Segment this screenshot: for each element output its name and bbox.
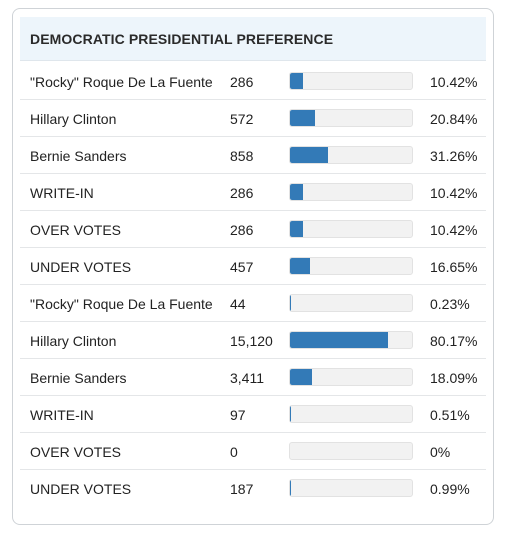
percent-bar	[289, 405, 413, 423]
percent-bar-fill	[290, 480, 292, 496]
percent-bar-fill	[290, 110, 316, 126]
vote-count: 457	[230, 259, 254, 275]
vote-count: 0	[230, 444, 238, 460]
result-row: Hillary Clinton 15,120 80.17%	[20, 322, 486, 359]
result-row: OVER VOTES 0 0%	[20, 433, 486, 470]
vote-count: 286	[230, 185, 254, 201]
vote-percent: 10.42%	[430, 222, 478, 238]
percent-bar-fill	[290, 221, 303, 237]
percent-bar	[289, 331, 413, 349]
vote-percent: 16.65%	[430, 259, 478, 275]
percent-bar	[289, 479, 413, 497]
candidate-name: "Rocky" Roque De La Fuente	[30, 296, 213, 312]
result-row: UNDER VOTES 187 0.99%	[20, 470, 486, 507]
candidate-name: WRITE-IN	[30, 407, 94, 423]
vote-percent: 0.99%	[430, 481, 470, 497]
result-row: WRITE-IN 97 0.51%	[20, 396, 486, 433]
vote-percent: 18.09%	[430, 370, 478, 386]
candidate-name: WRITE-IN	[30, 185, 94, 201]
results-list: "Rocky" Roque De La Fuente 286 10.42% Hi…	[20, 63, 486, 507]
candidate-name: UNDER VOTES	[30, 481, 132, 497]
vote-count: 3,411	[230, 370, 264, 386]
percent-bar	[289, 294, 413, 312]
percent-bar	[289, 368, 413, 386]
percent-bar-fill	[290, 73, 303, 89]
candidate-name: Bernie Sanders	[30, 148, 127, 164]
percent-bar-fill	[290, 184, 303, 200]
percent-bar	[289, 72, 413, 90]
vote-percent: 31.26%	[430, 148, 478, 164]
vote-percent: 0.23%	[430, 296, 470, 312]
candidate-name: OVER VOTES	[30, 444, 122, 460]
vote-count: 286	[230, 222, 254, 238]
vote-percent: 0%	[430, 444, 451, 460]
percent-bar-fill	[290, 369, 313, 385]
result-row: WRITE-IN 286 10.42%	[20, 174, 486, 211]
result-row: "Rocky" Roque De La Fuente 286 10.42%	[20, 63, 486, 100]
result-row: UNDER VOTES 457 16.65%	[20, 248, 486, 285]
candidate-name: Hillary Clinton	[30, 333, 117, 349]
vote-percent: 10.42%	[430, 185, 478, 201]
vote-percent: 0.51%	[430, 407, 470, 423]
percent-bar	[289, 183, 413, 201]
candidate-name: "Rocky" Roque De La Fuente	[30, 74, 213, 90]
card-title: DEMOCRATIC PRESIDENTIAL PREFERENCE	[30, 31, 334, 47]
percent-bar	[289, 257, 413, 275]
vote-count: 15,120	[230, 333, 273, 349]
vote-percent: 10.42%	[430, 74, 478, 90]
candidate-name: Hillary Clinton	[30, 111, 117, 127]
results-card: DEMOCRATIC PRESIDENTIAL PREFERENCE "Rock…	[12, 8, 494, 525]
candidate-name: OVER VOTES	[30, 222, 122, 238]
vote-percent: 20.84%	[430, 111, 478, 127]
percent-bar-fill	[290, 406, 291, 422]
candidate-name: Bernie Sanders	[30, 370, 127, 386]
vote-count: 858	[230, 148, 254, 164]
percent-bar	[289, 109, 413, 127]
result-row: OVER VOTES 286 10.42%	[20, 211, 486, 248]
percent-bar-fill	[290, 258, 311, 274]
result-row: Bernie Sanders 858 31.26%	[20, 137, 486, 174]
result-row: Hillary Clinton 572 20.84%	[20, 100, 486, 137]
vote-count: 97	[230, 407, 246, 423]
percent-bar	[289, 146, 413, 164]
vote-count: 187	[230, 481, 254, 497]
candidate-name: UNDER VOTES	[30, 259, 132, 275]
percent-bar	[289, 442, 413, 460]
vote-count: 572	[230, 111, 254, 127]
vote-percent: 80.17%	[430, 333, 478, 349]
vote-count: 286	[230, 74, 254, 90]
percent-bar-fill	[290, 147, 329, 163]
percent-bar	[289, 220, 413, 238]
percent-bar-fill	[290, 332, 388, 348]
card-header: DEMOCRATIC PRESIDENTIAL PREFERENCE	[20, 17, 486, 61]
result-row: Bernie Sanders 3,411 18.09%	[20, 359, 486, 396]
vote-count: 44	[230, 296, 246, 312]
result-row: "Rocky" Roque De La Fuente 44 0.23%	[20, 285, 486, 322]
